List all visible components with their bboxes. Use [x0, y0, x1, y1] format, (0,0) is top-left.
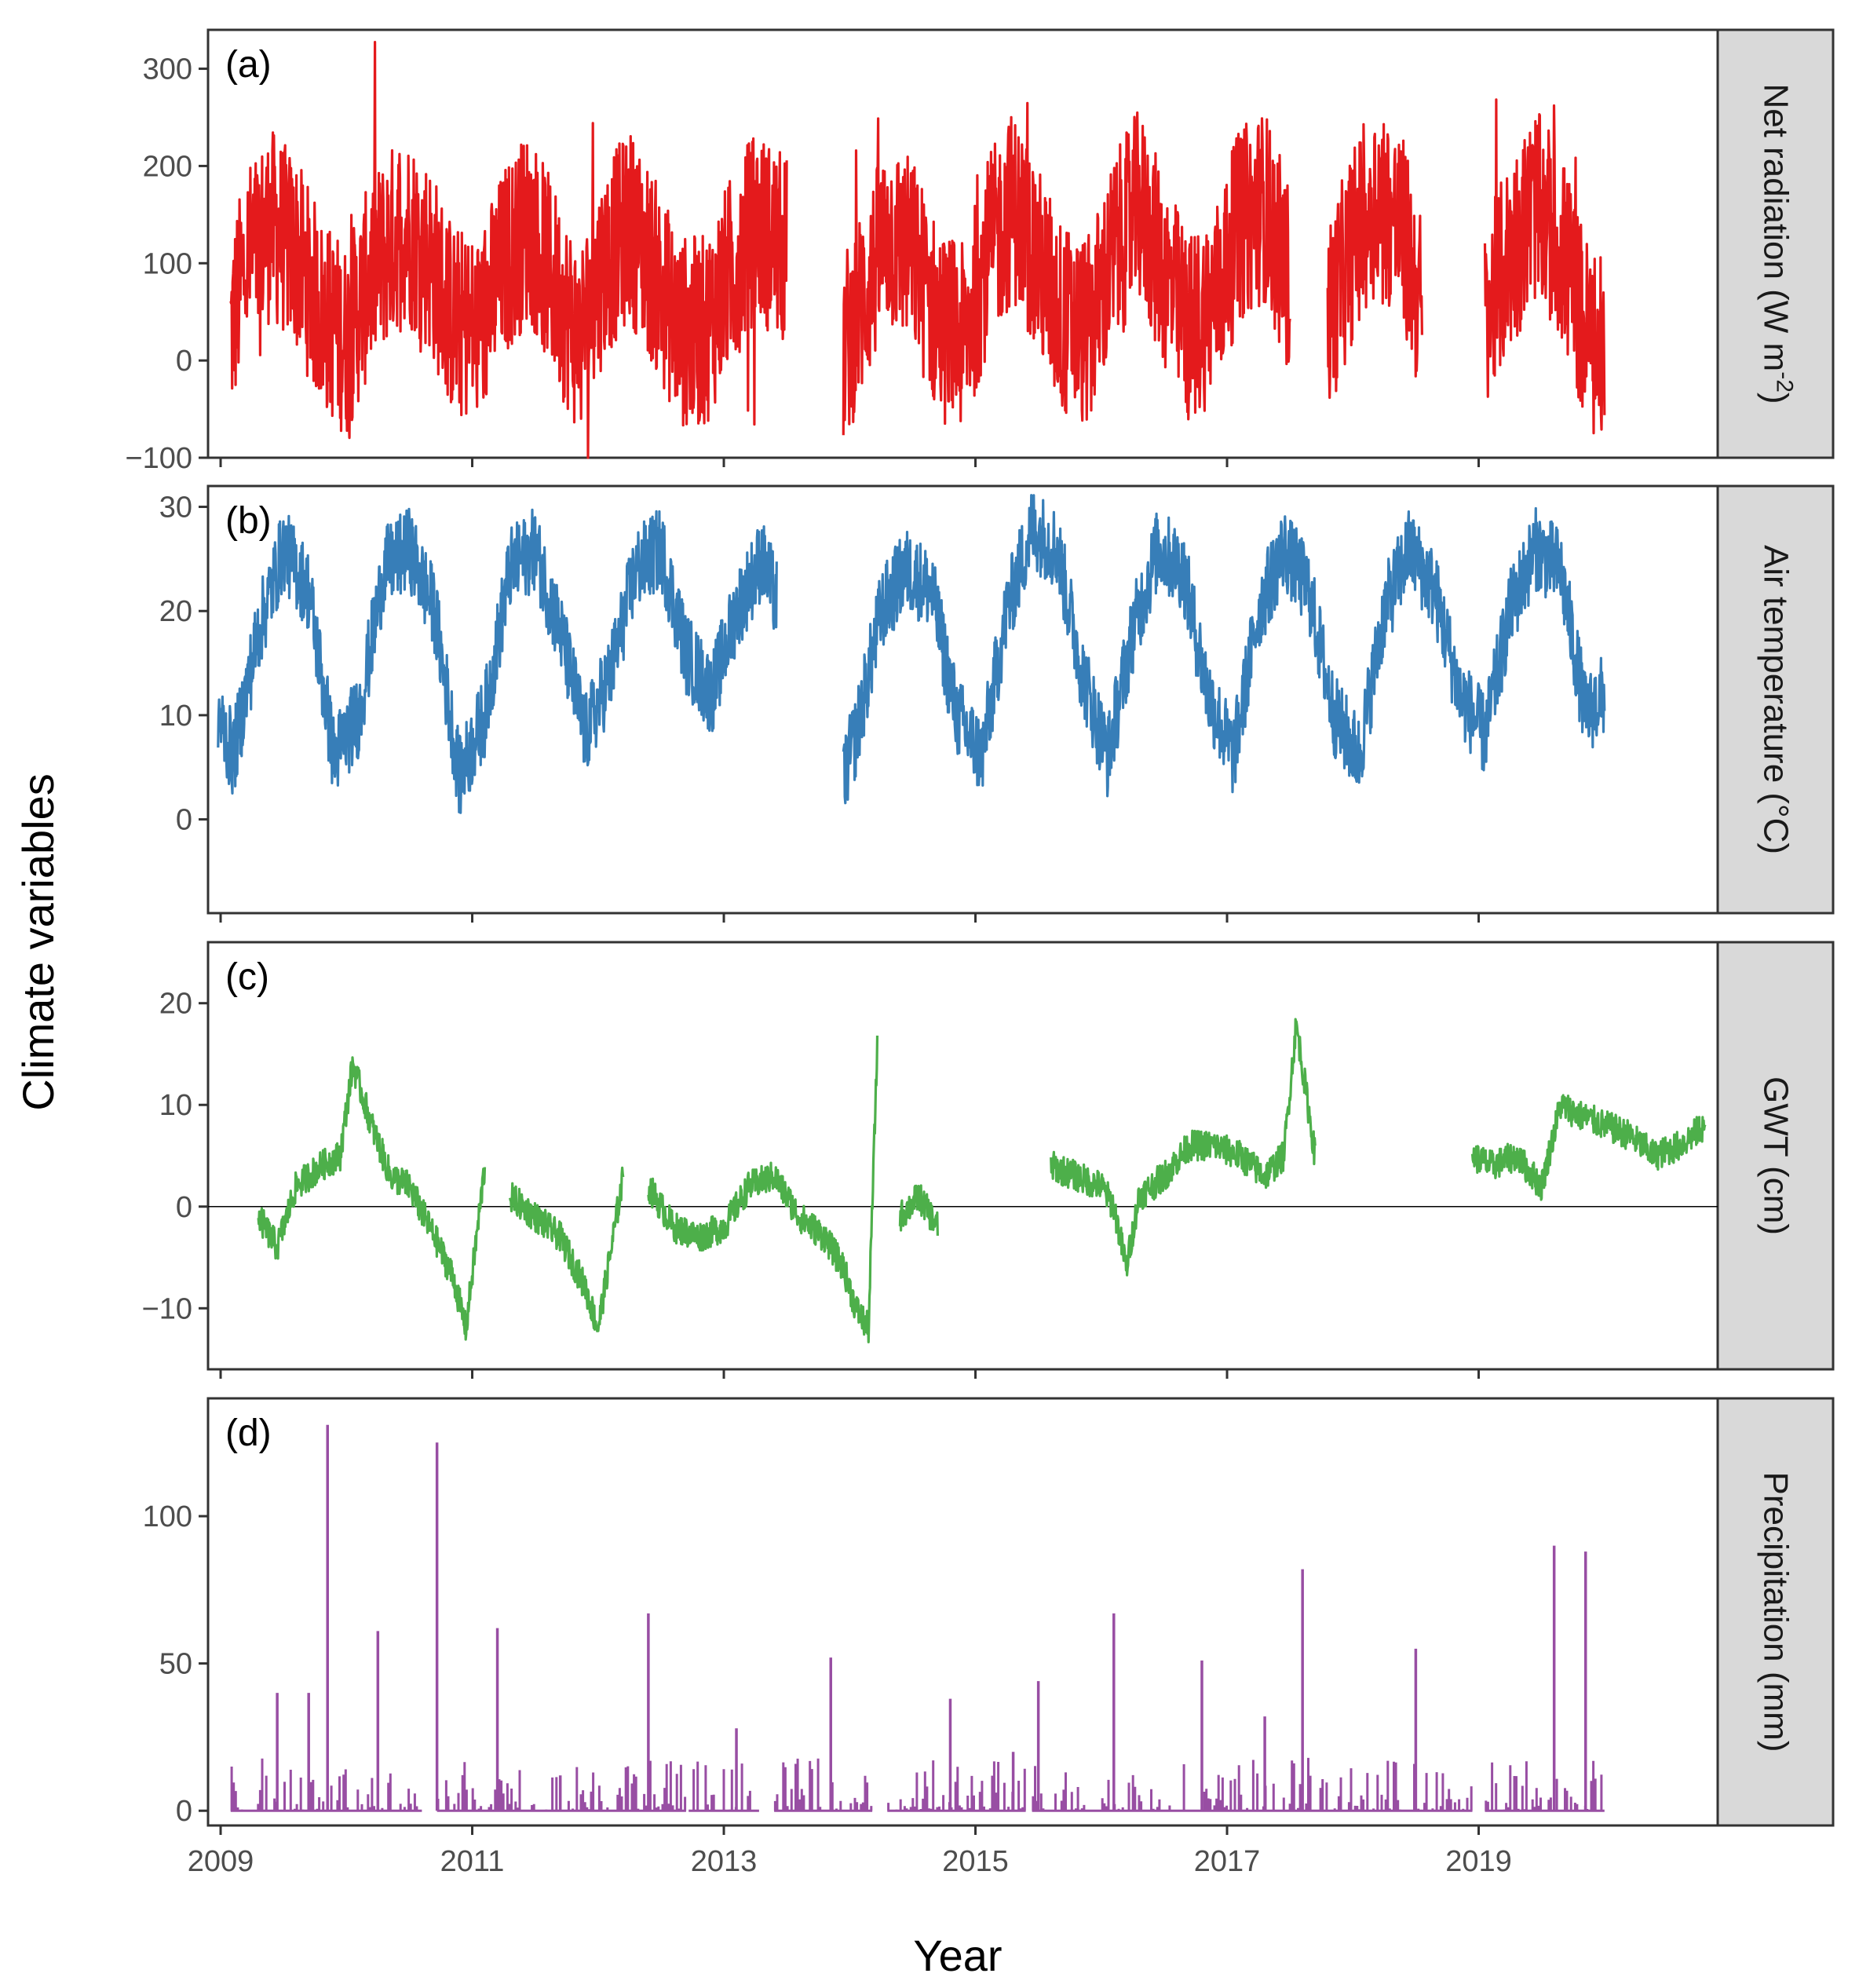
y-tick-label: 0 — [176, 804, 192, 837]
series-line-segment-2 — [509, 1166, 625, 1332]
strip-text-main: Air temperature (°C) — [1757, 545, 1795, 854]
series-line-segment-3 — [647, 1035, 879, 1343]
x-tick-label: 2015 — [942, 1845, 1009, 1878]
series-line-segment-4 — [1483, 98, 1606, 435]
panel-label: (c) — [225, 956, 269, 998]
series-line-segment-6 — [1470, 1094, 1707, 1201]
y-tick-label: 30 — [159, 492, 192, 524]
panel-label: (b) — [225, 500, 272, 542]
facet-strip-label: Air temperature (°C) — [1757, 545, 1795, 854]
facet-strip-label: Net radiation (W m-2) — [1757, 83, 1798, 404]
series-line-segment-1 — [229, 41, 788, 459]
x-tick-label: 2011 — [440, 1845, 505, 1878]
strip-text-main: GWT (cm) — [1757, 1076, 1795, 1235]
y-tick-label: −10 — [142, 1292, 192, 1325]
x-tick-label: 2017 — [1194, 1845, 1261, 1878]
strip-text-main: Precipitation (mm) — [1757, 1472, 1795, 1752]
facet-strip — [1716, 484, 1835, 915]
x-tick-label: 2013 — [691, 1845, 758, 1878]
panel-b: Air temperature (°C) (b) 30 20 10 0 — [159, 484, 1835, 923]
panel-label: (d) — [225, 1412, 272, 1454]
strip-text-main: Net radiation (W m — [1757, 83, 1795, 371]
facet-strip-label: Precipitation (mm) — [1757, 1472, 1795, 1752]
y-axis-title: Climate variables — [13, 773, 63, 1111]
y-tick-label: 10 — [159, 1089, 192, 1122]
y-tick-label: 100 — [143, 247, 192, 280]
facet-strip — [1716, 28, 1835, 459]
series-line-segment-2 — [842, 494, 1606, 805]
series-line-segment-5 — [1050, 1018, 1317, 1277]
plot-frame — [206, 1397, 1719, 1827]
y-tick-label: 20 — [159, 988, 192, 1021]
x-tick-label: 2009 — [188, 1845, 254, 1878]
y-tick-label: 10 — [159, 700, 192, 733]
y-tick-label: 0 — [176, 345, 192, 378]
panel-a: Net radiation (W m-2) (a) 300 200 100 0 −100 — [125, 28, 1835, 475]
x-axis-title: Year — [913, 1931, 1002, 1980]
panel-c: GWT (cm) (c) 20 10 0 −10 — [142, 941, 1835, 1379]
facet-strip — [1716, 1397, 1835, 1827]
series-line-segment-1 — [217, 507, 778, 814]
y-tick-label: 300 — [143, 53, 192, 86]
y-tick-label: 0 — [176, 1191, 192, 1224]
y-tick-label: 50 — [159, 1648, 192, 1681]
panels: Net radiation (W m-2)(a)3002001000−100Ai… — [125, 28, 1835, 1878]
series-line-segment-1 — [257, 1056, 487, 1341]
facet-strip — [1716, 941, 1835, 1371]
y-tick-label: 0 — [176, 1795, 192, 1828]
y-tick-label: 100 — [143, 1500, 192, 1533]
y-tick-label: −100 — [125, 442, 192, 475]
panel-d: Precipitation (mm) (d) 100 50 0 2009 2011 2013 2… — [143, 1397, 1835, 1878]
facet-strip-label: GWT (cm) — [1757, 1076, 1795, 1235]
strip-text-superscript: -2 — [1772, 371, 1798, 393]
y-tick-label: 200 — [143, 150, 192, 183]
panel-label: (a) — [225, 44, 272, 86]
series-line-segment-3 — [1326, 122, 1423, 400]
x-tick-label: 2019 — [1445, 1845, 1512, 1878]
y-tick-label: 20 — [159, 595, 192, 628]
strip-text-end: ) — [1757, 393, 1795, 404]
series-line-segment-2 — [842, 101, 1291, 436]
series-line-segment-4 — [898, 1184, 939, 1236]
